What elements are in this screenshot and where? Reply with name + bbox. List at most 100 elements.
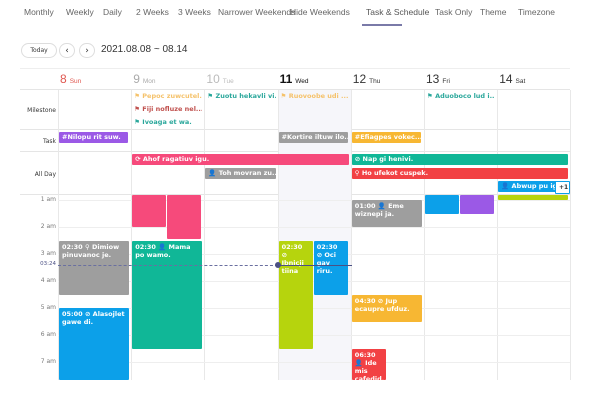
timed-event[interactable]: 05:00 ⊘ Alasojlet gawe di.: [59, 308, 130, 380]
allday-event[interactable]: ⚲ Ho ufekot cuspek.: [351, 167, 569, 179]
day-header-thu: 12 Thu: [353, 72, 381, 86]
hour-label: 3 am: [40, 250, 56, 257]
day-number: 11: [279, 72, 293, 86]
milestone-item[interactable]: ⚑ Ruovoobe udi ...: [281, 92, 349, 100]
milestone-title: Ivoaga et wa.: [142, 118, 192, 126]
day-number: 12: [352, 72, 367, 86]
flag-icon: ⚑: [134, 118, 143, 126]
day-header-sun: 8 Sun: [60, 72, 81, 86]
flag-icon: ⚑: [427, 92, 436, 100]
timed-event[interactable]: [460, 195, 495, 214]
date-range: 2021.08.08 ~ 08.14: [101, 44, 188, 55]
milestone-item[interactable]: ⚑ Pepoc zuwcutel...: [134, 92, 202, 100]
column-divider: [277, 90, 279, 380]
timed-event[interactable]: [498, 195, 569, 200]
milestone-item[interactable]: ⚑ Aduoboco lud i...: [427, 92, 495, 100]
hour-line: [58, 200, 570, 201]
milestone-title: Fiji nofluze nel...: [142, 105, 203, 113]
hour-line: [58, 227, 570, 228]
task-label: Task: [43, 138, 56, 145]
task-item[interactable]: #Nilopu rit suw.: [59, 132, 129, 143]
tab-daily[interactable]: Daily: [103, 7, 122, 17]
tab-task-schedule[interactable]: Task & Schedule: [366, 7, 430, 17]
tab-hide-weekends[interactable]: Hide Weekends: [290, 7, 350, 17]
today-button[interactable]: Today: [21, 43, 57, 58]
day-name: Wed: [295, 78, 309, 85]
milestone-label: Milestone: [27, 107, 56, 114]
day-header: [20, 68, 570, 90]
hour-label: 4 am: [40, 277, 56, 284]
day-header-fri: 13 Fri: [426, 72, 450, 86]
column-divider: [131, 90, 133, 380]
timed-event[interactable]: 02:30 ⊘ Oci gav riru.: [313, 240, 348, 295]
column-divider: [204, 90, 206, 380]
hour-label: 5 am: [40, 304, 56, 311]
task-item[interactable]: #Kortire iltuw ilo...: [278, 132, 348, 143]
column-divider: [424, 90, 425, 380]
column-divider: [497, 90, 499, 380]
timed-event[interactable]: [167, 195, 202, 240]
timed-event[interactable]: 01:00 👤 Eme wiznepi ja.: [351, 200, 422, 227]
day-name: Mon: [142, 78, 156, 85]
flag-icon: ⚑: [134, 92, 143, 100]
timed-event[interactable]: 02:30 👤 Mama po wamo.: [132, 240, 203, 349]
day-number: 9: [133, 72, 140, 86]
day-number: 13: [426, 72, 440, 86]
day-number: 10: [206, 72, 220, 86]
column-divider: [350, 90, 352, 380]
hour-line: [58, 335, 570, 336]
timed-event[interactable]: 02:30 ⊘ Ibnicji tiina: [278, 240, 313, 349]
tab-narrower-weekends[interactable]: Narrower Weekends: [218, 7, 296, 17]
more-events-button[interactable]: +1: [555, 181, 570, 194]
flag-icon: ⚑: [207, 92, 216, 100]
allday-event[interactable]: ⊘ Nap gi henivi.: [351, 154, 569, 165]
next-week-button[interactable]: ›: [79, 43, 95, 58]
milestone-item[interactable]: ⚑ Fiji nofluze nel...: [134, 105, 202, 113]
milestone-item[interactable]: ⚑ Zuotu hekavli vi.: [207, 92, 275, 100]
day-number: 8: [60, 72, 67, 86]
current-time-dot: [275, 261, 281, 268]
task-item[interactable]: #Efiagpes vokec...: [351, 132, 421, 143]
timed-event[interactable]: 06:30 👤 Ide mis cafedid.: [351, 348, 386, 380]
day-number: 14: [499, 72, 513, 86]
hour-label: 2 am: [40, 223, 56, 230]
current-time-line-today: [278, 264, 352, 266]
timed-event[interactable]: [425, 195, 460, 214]
milestone-title: Pepoc zuwcutel...: [142, 92, 203, 100]
tab-theme[interactable]: Theme: [480, 7, 507, 17]
day-name: Tue: [222, 78, 234, 85]
tab-weekly[interactable]: Weekly: [66, 7, 94, 17]
day-name: Sun: [69, 78, 82, 85]
milestone-item[interactable]: ⚑ Ivoaga et wa.: [134, 118, 202, 126]
allday-event[interactable]: 👤 Abwup pu iga: [498, 181, 569, 192]
day-header-sat: 14 Sat: [499, 72, 525, 86]
milestone-title: Ruovoobe udi ...: [288, 92, 349, 100]
timed-event[interactable]: 04:30 ⊘ Jup ecaupre ufduz.: [351, 294, 422, 322]
tab-task-only[interactable]: Task Only: [435, 7, 473, 17]
milestone-title: Zuotu hekavli vi.: [215, 92, 276, 100]
timed-event[interactable]: 02:30 ⚲ Dimiow pinuvanoc je.: [59, 240, 130, 295]
tab-2-weeks[interactable]: 2 Weeks: [136, 7, 169, 17]
flag-icon: ⚑: [280, 92, 289, 100]
tab-3-weeks[interactable]: 3 Weeks: [178, 7, 211, 17]
prev-week-button[interactable]: ‹: [59, 43, 75, 58]
hour-line: [58, 362, 570, 363]
allday-label: All Day: [34, 171, 56, 178]
day-header-wed: 11 Wed: [280, 72, 309, 86]
allday-event[interactable]: 👤 Toh movran zu...: [205, 167, 276, 179]
allday-event[interactable]: ⟳ Ahof ragatiuv igu.: [132, 154, 349, 165]
column-divider: [570, 90, 572, 380]
active-tab-indicator: [362, 24, 402, 26]
timed-event[interactable]: [132, 195, 167, 227]
view-tabs: Monthly Weekly Daily 2 Weeks 3 Weeks Narrower…: [0, 0, 600, 26]
tab-timezone[interactable]: Timezone: [518, 7, 556, 17]
milestone-title: Aduoboco lud i...: [435, 92, 496, 100]
day-header-mon: 9 Mon: [133, 72, 155, 86]
current-time-label: 03:24: [40, 260, 56, 267]
hour-label: 1 am: [40, 196, 56, 203]
day-header-tue: 10 Tue: [206, 72, 233, 86]
day-name: Fri: [442, 78, 450, 85]
current-time-line-past: [58, 264, 278, 266]
hour-label: 6 am: [40, 331, 56, 338]
tab-monthly[interactable]: Monthly: [24, 7, 54, 17]
